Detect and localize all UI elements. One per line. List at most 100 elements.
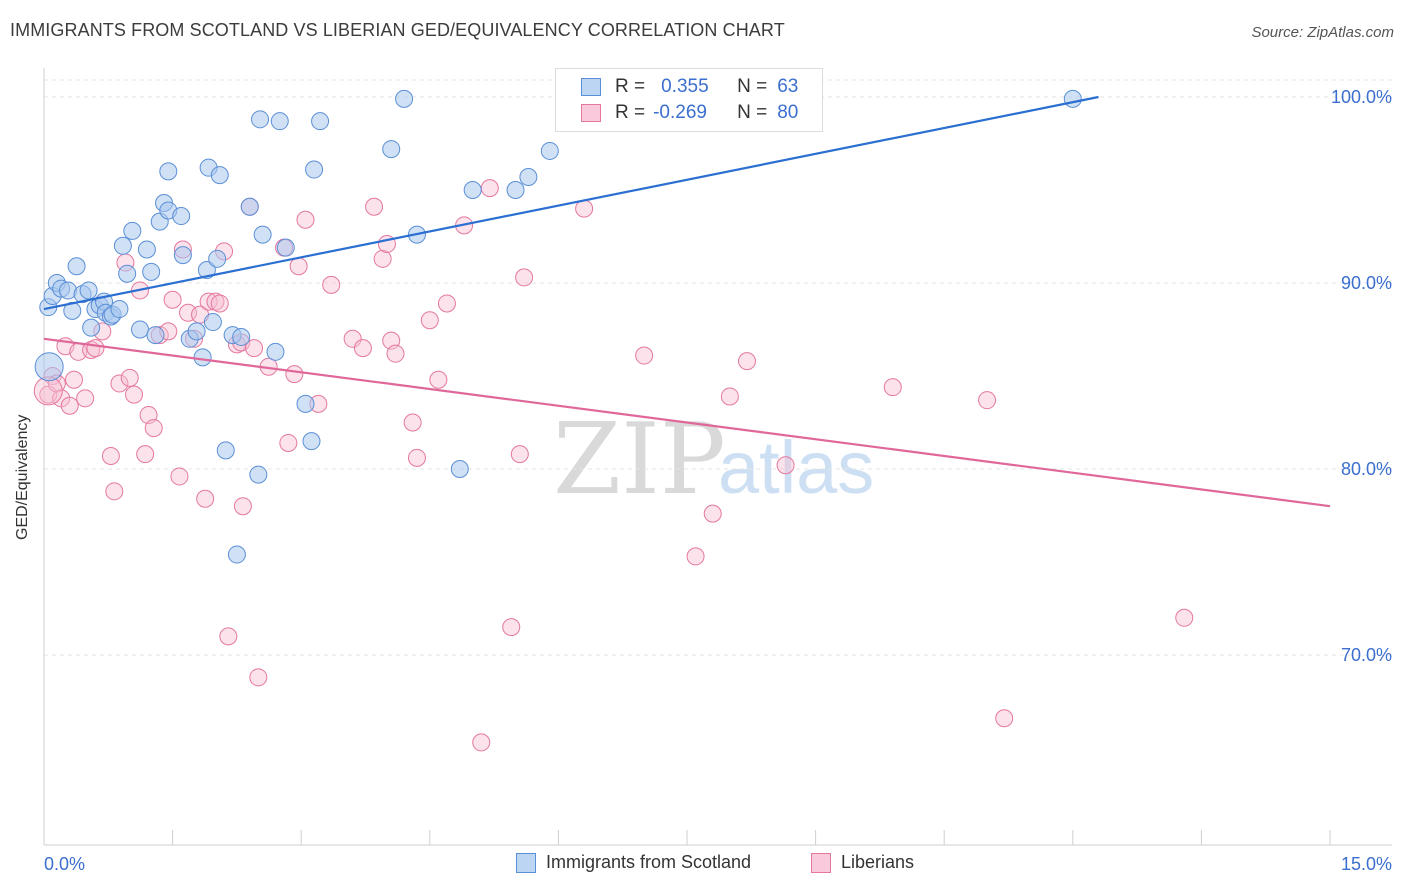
legend-r-value: 0.355 — [661, 76, 709, 97]
liberians-point — [776, 456, 795, 475]
liberians-point — [249, 668, 268, 687]
liberians-point — [995, 709, 1014, 728]
liberians-point — [289, 257, 308, 276]
scotland-point — [113, 236, 132, 255]
liberians-point — [420, 311, 439, 330]
scotland-point — [253, 225, 272, 244]
y-tick-label: 90.0% — [1341, 273, 1392, 293]
liberians-point — [720, 387, 739, 406]
liberians-point — [245, 339, 264, 358]
scotland-point — [146, 326, 165, 345]
scotland-point — [395, 89, 414, 108]
liberians-trend-line — [43, 337, 1331, 508]
liberians-point — [1175, 608, 1194, 627]
liberians-point — [343, 329, 362, 348]
scotland-point — [463, 181, 482, 199]
watermark-zip: ZIP — [553, 403, 726, 517]
liberians-point — [365, 197, 384, 216]
scotland-point — [382, 140, 401, 159]
scotland-point — [227, 545, 246, 564]
bottom-legend-label: Liberians — [841, 852, 915, 872]
scotland-point — [131, 320, 150, 339]
bottom-swatch-pink — [811, 852, 831, 873]
x-tick-labels: 0.0% 15.0% — [44, 854, 1392, 874]
bottom-swatch-blue — [516, 852, 536, 873]
liberians-point — [144, 419, 163, 438]
liberians-point — [86, 339, 105, 358]
legend-n-value: 80 — [777, 102, 799, 123]
scotland-point — [249, 465, 268, 484]
liberians-point — [105, 482, 124, 501]
scotland-point — [540, 141, 559, 160]
source-label: Source: ZipAtlas.com — [1251, 24, 1394, 41]
liberians-point — [219, 627, 238, 646]
liberians-point — [515, 268, 534, 287]
bottom-legend-liberians: Liberians — [811, 852, 914, 873]
scotland-point — [173, 246, 192, 265]
scotland-points — [34, 89, 1082, 564]
liberians-point — [437, 294, 456, 313]
liberians-point — [703, 504, 722, 523]
scotland-point — [1063, 89, 1082, 108]
scotland-point — [142, 262, 161, 281]
liberians-point — [635, 346, 654, 365]
liberians-point — [110, 374, 129, 393]
scotland-point — [79, 281, 98, 300]
liberians-point — [170, 467, 189, 486]
x-tick-label: 15.0% — [1341, 854, 1392, 874]
liberians-point — [386, 344, 405, 363]
scotland-point — [172, 207, 191, 226]
liberians-point — [738, 352, 757, 371]
legend-n-label: N = — [737, 76, 768, 97]
liberians-point — [60, 396, 79, 415]
bottom-legend-label: Immigrants from Scotland — [546, 852, 752, 872]
scotland-point — [193, 348, 212, 367]
y-tick-label: 70.0% — [1341, 645, 1392, 665]
legend-r-label: R = — [615, 76, 646, 97]
gridlines — [44, 79, 1392, 656]
liberians-point — [472, 733, 491, 752]
liberians-point — [279, 433, 298, 452]
liberians-point — [285, 365, 304, 384]
liberians-point — [883, 378, 902, 397]
scotland-point — [123, 221, 142, 240]
liberians-point — [403, 413, 422, 432]
trend-lines — [43, 95, 1331, 508]
scotland-point — [34, 352, 64, 382]
liberians-point — [686, 547, 705, 566]
correlation-legend: R = 0.355 N = 63 R = -0.269 N = 80 — [555, 68, 823, 132]
scotland-point — [296, 394, 315, 413]
scotland-point — [266, 342, 285, 361]
scotland-point — [208, 249, 227, 268]
scotland-point — [137, 240, 156, 259]
bottom-legend-scotland: Immigrants from Scotland — [516, 852, 751, 873]
legend-swatch-blue — [581, 78, 601, 96]
axes — [43, 68, 1392, 846]
scotland-point — [159, 162, 178, 181]
scotland-point — [82, 318, 101, 337]
scotland-point — [203, 313, 222, 332]
scotland-point — [232, 327, 251, 346]
watermark-atlas: atlas — [718, 426, 874, 509]
scotland-point — [240, 197, 259, 216]
legend-swatch-pink — [581, 104, 601, 122]
liberians-point — [373, 249, 392, 268]
scotland-point — [210, 166, 229, 185]
scotland-point — [270, 112, 289, 131]
scotland-point — [67, 257, 86, 276]
legend-r-value: -0.269 — [653, 102, 707, 123]
scotland-point — [506, 181, 525, 199]
scotland-point — [302, 432, 321, 451]
liberians-point — [101, 446, 120, 465]
scotland-point — [197, 260, 216, 279]
liberians-point — [978, 391, 997, 410]
liberians-point — [296, 210, 315, 229]
scotland-point — [118, 264, 137, 283]
y-tick-label: 100.0% — [1331, 87, 1392, 107]
liberians-point — [510, 445, 529, 464]
scotland-point — [276, 238, 295, 257]
liberians-point — [407, 448, 426, 467]
legend-n-value: 63 — [777, 76, 799, 97]
liberians-point — [210, 294, 229, 313]
